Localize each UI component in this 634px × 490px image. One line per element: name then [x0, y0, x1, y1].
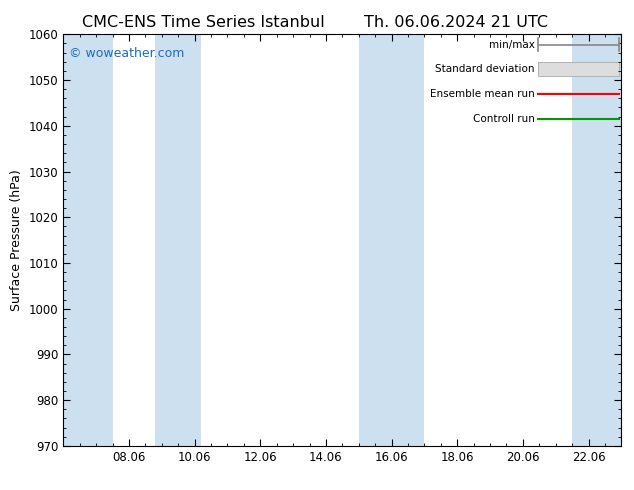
FancyBboxPatch shape: [538, 62, 619, 76]
Text: min/max: min/max: [489, 40, 535, 49]
Bar: [155, 34, 201, 446]
Text: Ensemble mean run: Ensemble mean run: [430, 89, 535, 99]
Text: Standard deviation: Standard deviation: [436, 64, 535, 74]
Bar: [359, 34, 424, 446]
Bar: [572, 34, 621, 446]
Text: Th. 06.06.2024 21 UTC: Th. 06.06.2024 21 UTC: [365, 15, 548, 30]
Text: CMC-ENS Time Series Istanbul: CMC-ENS Time Series Istanbul: [82, 15, 324, 30]
Text: © woweather.com: © woweather.com: [69, 47, 184, 60]
Text: Controll run: Controll run: [473, 114, 535, 123]
Bar: [63, 34, 113, 446]
Y-axis label: Surface Pressure (hPa): Surface Pressure (hPa): [10, 169, 23, 311]
